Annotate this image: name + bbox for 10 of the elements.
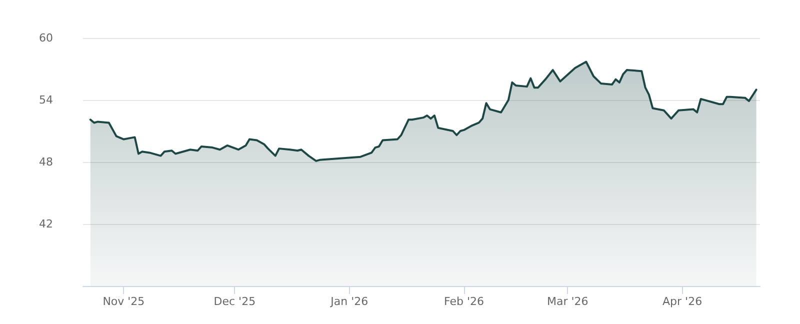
y-tick-label: 48	[39, 156, 53, 168]
x-tick-label: Apr '26	[662, 295, 702, 308]
y-tick-label: 54	[39, 94, 53, 106]
x-tick-label: Feb '26	[444, 295, 484, 308]
x-tick-label: Nov '25	[102, 295, 145, 308]
y-tick-label: 60	[39, 32, 53, 44]
x-tick-label: Mar '26	[546, 295, 588, 308]
y-tick-label: 42	[39, 218, 53, 230]
x-tick-label: Jan '26	[330, 295, 368, 308]
x-tick-label: Dec '25	[214, 295, 256, 308]
